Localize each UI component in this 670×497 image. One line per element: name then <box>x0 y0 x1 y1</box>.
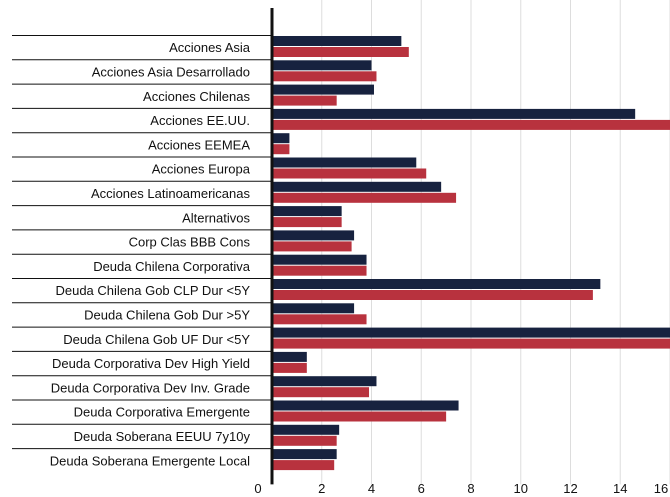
category-label: Acciones Latinoamericanas <box>91 186 250 201</box>
bar-series-2 <box>272 460 335 471</box>
category-label: Acciones EE.UU. <box>150 113 250 128</box>
bar-series-1 <box>272 400 459 411</box>
bar-series-1 <box>272 108 636 119</box>
bar-series-1 <box>272 133 290 144</box>
x-tick-label: 0 <box>254 481 261 496</box>
category-separators <box>12 35 272 450</box>
bar-series-1 <box>272 36 402 46</box>
category-label: Deuda Corporativa Dev Inv. Grade <box>51 380 250 395</box>
category-label: Deuda Chilena Gob UF Dur <5Y <box>63 332 250 347</box>
bar-series-1 <box>272 181 442 192</box>
bar-series-2 <box>272 71 377 82</box>
category-label: Acciones EEMEA <box>148 137 250 152</box>
bar-series-2 <box>272 314 367 325</box>
category-label: Deuda Corporativa Dev High Yield <box>52 356 250 371</box>
category-label: Acciones Asia <box>169 40 251 55</box>
category-label: Deuda Soberana Emergente Local <box>50 453 250 468</box>
bar-series-2 <box>272 217 342 228</box>
bar-series-2 <box>272 265 367 276</box>
category-label: Deuda Soberana EEUU 7y10y <box>74 429 251 444</box>
bar-series-2 <box>272 290 593 300</box>
x-tick-labels: 0 2 4 6 8 10 12 14 16 <box>254 481 668 496</box>
x-tick-label: 12 <box>563 481 577 496</box>
bar-series-2 <box>272 47 409 57</box>
bar-series-1 <box>272 230 355 241</box>
bar-series-2 <box>272 387 370 398</box>
category-label: Corp Clas BBB Cons <box>129 235 251 250</box>
bar-series-1 <box>272 254 367 265</box>
x-tick-label: 8 <box>467 481 474 496</box>
bar-series-2 <box>272 411 447 422</box>
category-label: Deuda Chilena Gob Dur >5Y <box>84 307 250 322</box>
x-tick-label: 16 <box>654 481 668 496</box>
bar-series-2 <box>272 241 352 252</box>
bar-series-1 <box>272 279 601 289</box>
bar-series-1 <box>272 424 340 435</box>
bar-series-2 <box>272 95 337 106</box>
bar-series-1 <box>272 351 307 362</box>
x-tick-label: 6 <box>418 481 425 496</box>
category-label: Acciones Chilenas <box>143 89 250 104</box>
category-label: Deuda Corporativa Emergente <box>74 405 250 420</box>
x-tick-label: 2 <box>318 481 325 496</box>
bar-series-1 <box>272 303 355 314</box>
bar-series-1 <box>272 376 377 387</box>
bar-series-2 <box>272 435 337 446</box>
bar-series-2 <box>272 192 457 203</box>
category-label: Deuda Chilena Corporativa <box>93 259 251 274</box>
bars <box>272 36 670 471</box>
x-tick-label: 4 <box>368 481 375 496</box>
bar-series-1 <box>272 327 670 338</box>
bar-series-2 <box>272 362 307 373</box>
bar-series-1 <box>272 157 417 168</box>
category-labels: Acciones Asia Acciones Asia Desarrollado A… <box>50 40 251 468</box>
category-label: Acciones Asia Desarrollado <box>92 64 250 79</box>
bar-series-1 <box>272 84 374 95</box>
bar-series-1 <box>272 60 372 71</box>
x-tick-label: 10 <box>514 481 528 496</box>
bar-series-1 <box>272 206 342 217</box>
bar-series-2 <box>272 338 670 349</box>
x-tick-label: 14 <box>613 481 627 496</box>
bar-series-2 <box>272 168 427 179</box>
bar-series-1 <box>272 449 337 460</box>
bar-series-2 <box>272 144 290 155</box>
category-label: Deuda Chilena Gob CLP Dur <5Y <box>55 283 250 298</box>
category-label: Alternativos <box>182 210 250 225</box>
bar-series-2 <box>272 119 670 130</box>
category-label: Acciones Europa <box>152 162 251 177</box>
